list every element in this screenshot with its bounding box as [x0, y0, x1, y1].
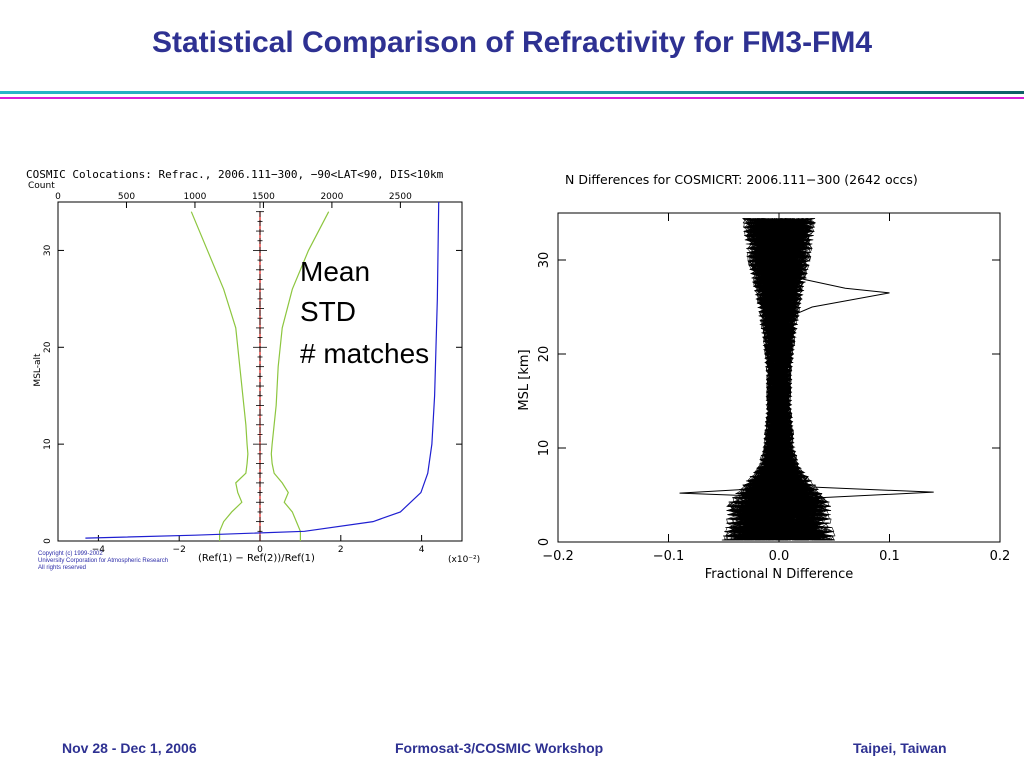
- legend-matches: # matches: [300, 338, 430, 369]
- y-tick-label: 10: [43, 438, 53, 450]
- x-tick-label: −0.1: [653, 549, 685, 564]
- count-tick-label: 500: [118, 192, 135, 202]
- footer-location: Taipei, Taiwan: [853, 740, 947, 756]
- matches-line: [85, 201, 440, 539]
- right-chart-xlabel: Fractional N Difference: [705, 567, 853, 582]
- x-tick-label: −2: [173, 545, 186, 555]
- profile-line: [727, 218, 828, 541]
- left-chart-xscale: (x10⁻²): [448, 555, 480, 565]
- left-chart-xlabel: (Ref(1) − Ref(2))/Ref(1): [198, 553, 315, 564]
- left-chart: −4 −2 0 2 4 0 500 1000 1500 2000 2500 0 10 20 30: [43, 192, 463, 555]
- count-tick-label: 2000: [320, 192, 343, 202]
- right-chart-ylabel: MSL [km]: [517, 349, 532, 410]
- legend-mean: Mean: [300, 256, 371, 287]
- left-chart-count-label: Count: [28, 181, 55, 191]
- count-tick-label: 0: [55, 192, 61, 202]
- profile-bundle: [721, 218, 836, 541]
- x-tick-label: 2: [338, 545, 344, 555]
- copyright-line: All rights reserved: [38, 565, 87, 571]
- y-tick-label: 30: [537, 252, 552, 269]
- profile-line: [742, 218, 828, 541]
- std-line: [270, 211, 330, 541]
- x-tick-label: 0.2: [990, 549, 1011, 564]
- copyright-notice: Copyright (c) 1999-2002 University Corpo…: [38, 551, 218, 572]
- outlier-profile-line: [789, 278, 890, 317]
- count-tick-label: 1000: [183, 192, 206, 202]
- right-chart-title: N Differences for COSMICRT: 2006.111−300…: [565, 172, 918, 187]
- copyright-line: Copyright (c) 1999-2002: [38, 551, 103, 557]
- slide-title: Statistical Comparison of Refractivity f…: [151, 26, 873, 59]
- title-divider-magenta: [0, 97, 1024, 99]
- x-tick-label: −4: [92, 545, 106, 555]
- legend-std: STD: [300, 296, 356, 327]
- x-tick-label: 0.0: [769, 549, 790, 564]
- right-chart: −0.2 −0.1 0.0 0.1 0.2 0 10 20 30: [537, 212, 1011, 564]
- outlier-profile-line: [778, 485, 934, 501]
- y-tick-label: 0: [537, 538, 552, 546]
- x-tick-label: 0: [257, 545, 263, 555]
- profile-line: [749, 218, 826, 541]
- title-divider-teal: [0, 91, 1024, 94]
- left-chart-ylabel: MSL-alt: [33, 353, 43, 387]
- copyright-line: University Corporation for Atmospheric R…: [38, 558, 169, 564]
- y-tick-label: 10: [537, 440, 552, 457]
- count-tick-label: 2500: [389, 192, 412, 202]
- footer-event: Formosat-3/COSMIC Workshop: [395, 740, 604, 756]
- profile-line: [738, 218, 826, 541]
- y-tick-label: 20: [537, 346, 552, 363]
- y-tick-label: 0: [43, 538, 53, 544]
- x-tick-label: 0.1: [879, 549, 900, 564]
- count-tick-label: 1500: [252, 192, 275, 202]
- x-tick-label: −0.2: [542, 549, 574, 564]
- left-chart-title: COSMIC Colocations: Refrac., 2006.111−30…: [26, 168, 444, 181]
- outlier-profile-line: [679, 486, 780, 498]
- footer-date: Nov 28 - Dec 1, 2006: [62, 740, 197, 756]
- std-line: [190, 211, 249, 541]
- x-tick-label: 4: [419, 545, 425, 555]
- y-tick-label: 20: [43, 341, 53, 353]
- y-tick-label: 30: [43, 244, 53, 256]
